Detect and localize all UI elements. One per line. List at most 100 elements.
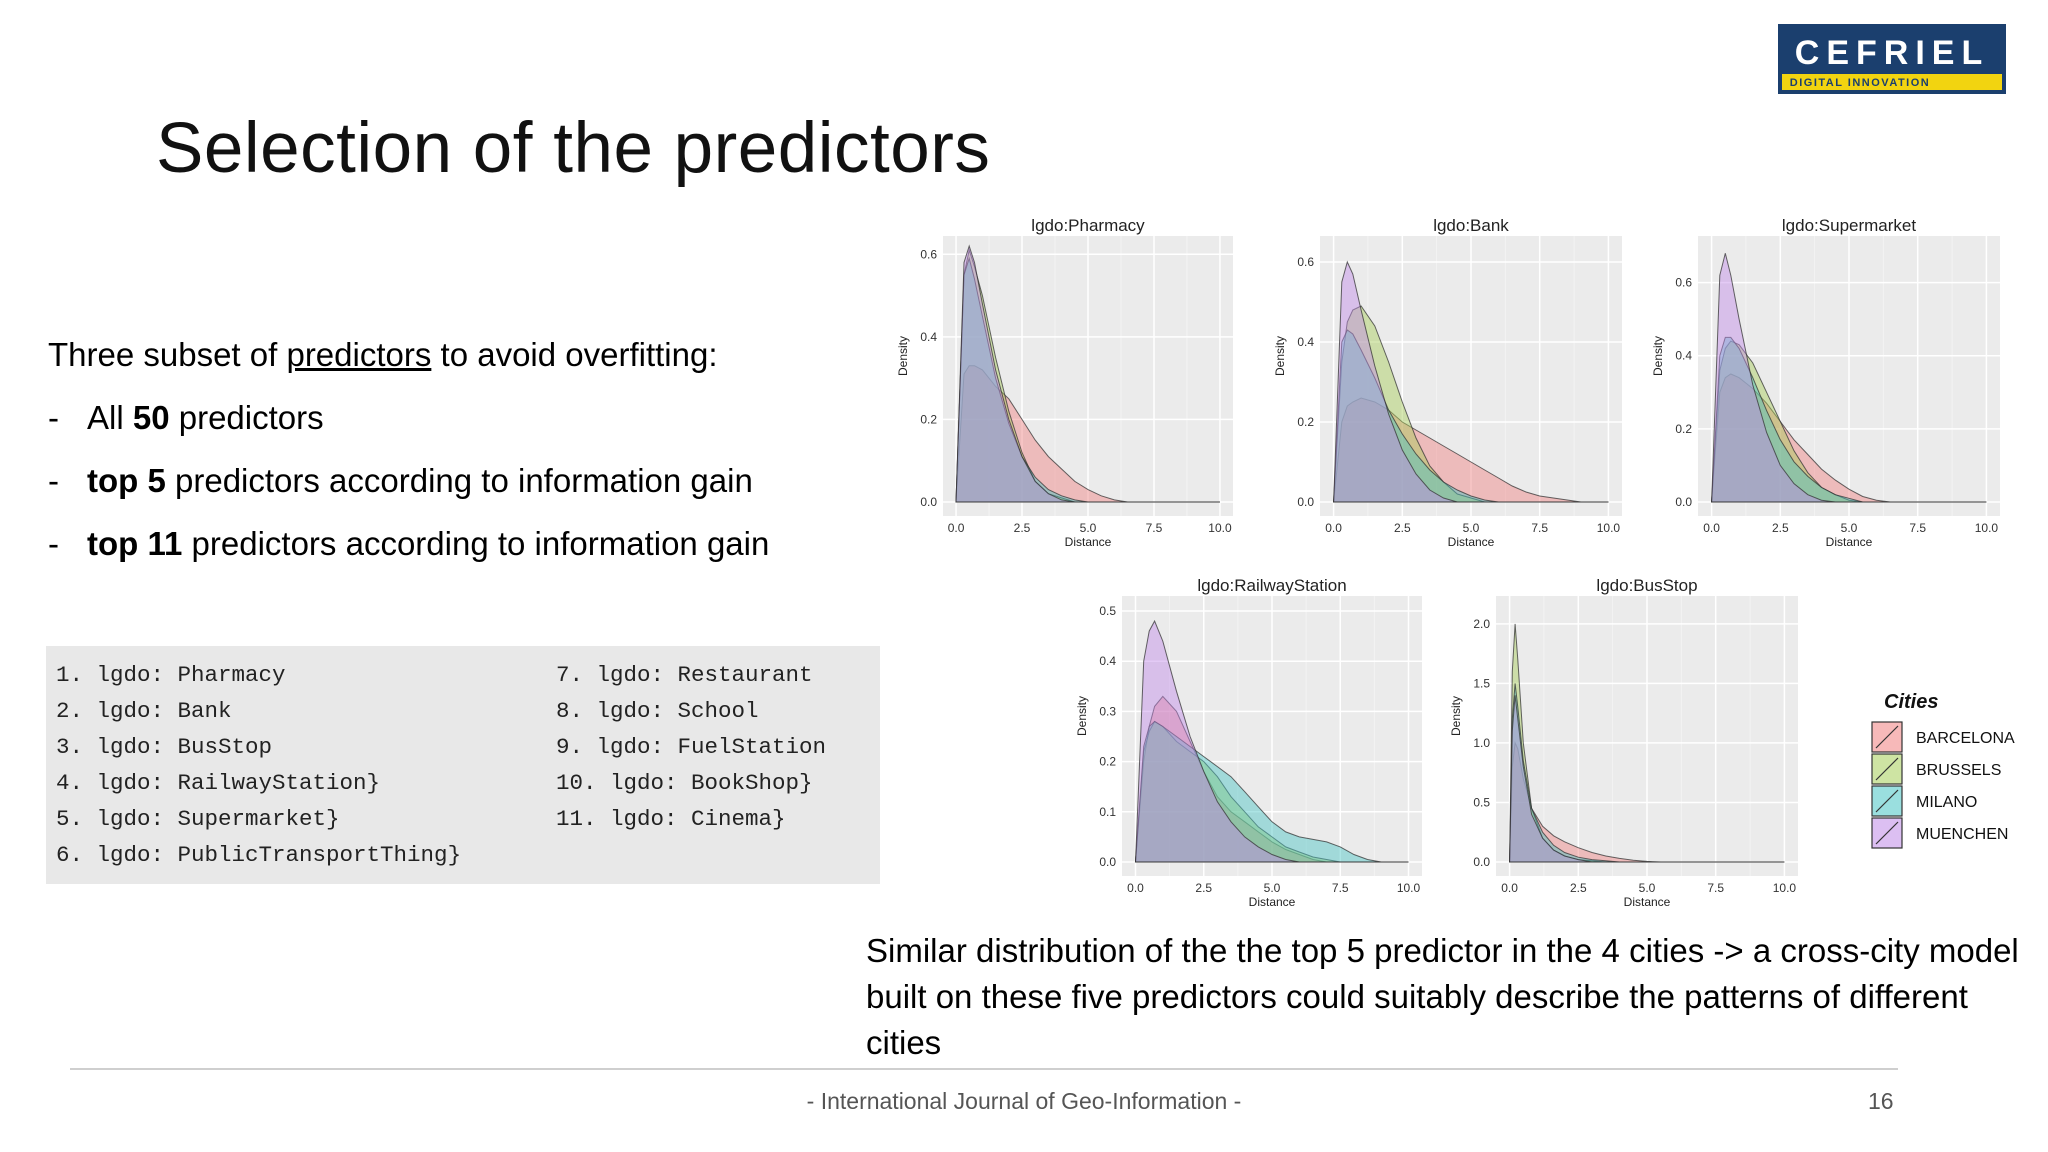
predictor-item: 1. lgdo: Pharmacy (56, 662, 286, 688)
x-tick-label: 0.0 (1325, 521, 1342, 535)
x-tick-label: 10.0 (1597, 521, 1621, 535)
y-tick-label: 0.0 (1473, 855, 1490, 869)
x-tick-label: 5.0 (1264, 881, 1281, 895)
legend-swatch-slash (1875, 789, 1899, 813)
chart-title: lgdo:Bank (1433, 216, 1509, 235)
y-axis-label: Density (896, 336, 910, 376)
x-tick-label: 7.5 (1707, 881, 1724, 895)
x-axis-label: Distance (1448, 535, 1495, 549)
logo-text: CEFRIEL (1795, 34, 1989, 72)
y-tick-label: 0.1 (1099, 805, 1116, 819)
legend-swatch-slash (1875, 725, 1899, 749)
chart-title: lgdo:RailwayStation (1197, 576, 1346, 595)
y-axis-label: Density (1273, 336, 1287, 376)
y-tick-label: 0.2 (1297, 415, 1314, 429)
x-tick-label: 7.5 (1146, 521, 1163, 535)
density-area-milano (1134, 720, 1382, 863)
x-tick-label: 0.0 (1703, 521, 1720, 535)
predictor-item: 5. lgdo: Supermarket} (56, 806, 340, 832)
x-tick-label: 10.0 (1397, 881, 1421, 895)
caption-text: Similar distribution of the the top 5 pr… (866, 932, 2019, 1061)
predictor-item: 9. lgdo: FuelStation (556, 734, 827, 760)
logo-subtext: DIGITAL INNOVATION (1790, 77, 1930, 89)
x-tick-label: 7.5 (1531, 521, 1548, 535)
y-tick-label: 0.6 (1675, 276, 1692, 290)
x-tick-label: 10.0 (1208, 521, 1232, 535)
y-tick-label: 1.5 (1473, 676, 1490, 690)
y-tick-label: 0.5 (1099, 604, 1116, 618)
predictor-item: 11. lgdo: Cinema} (556, 806, 786, 832)
x-tick-label: 10.0 (1773, 881, 1797, 895)
legend-swatch-slash (1875, 821, 1899, 845)
legend-label-barcelona: BARCELONA (1916, 730, 2015, 747)
x-tick-label: 5.0 (1841, 521, 1858, 535)
x-tick-label: 2.5 (1014, 521, 1031, 535)
predictor-item: 4. lgdo: RailwayStation} (56, 770, 381, 796)
x-tick-label: 5.0 (1463, 521, 1480, 535)
x-axis-label: Distance (1065, 535, 1112, 549)
x-tick-label: 7.5 (1909, 521, 1926, 535)
y-tick-label: 0.4 (1099, 654, 1116, 668)
y-tick-label: 0.4 (920, 330, 937, 344)
predictor-list-box: 1. lgdo: Pharmacy 2. lgdo: Bank 3. lgdo:… (46, 646, 880, 884)
density-area-barcelona (1509, 741, 1661, 863)
predictor-item: 8. lgdo: School (556, 698, 759, 724)
y-tick-label: 0.6 (1297, 255, 1314, 269)
x-tick-label: 5.0 (1639, 881, 1656, 895)
predictors-link[interactable]: predictors (286, 336, 432, 373)
y-tick-label: 0.4 (1675, 349, 1692, 363)
bullet-all-predictors: - All 50 predictors (48, 399, 324, 436)
x-tick-label: 0.0 (1501, 881, 1518, 895)
bullet-top11-predictors: - top 11 predictors according to informat… (48, 525, 770, 562)
page-number: 16 (1868, 1088, 1894, 1114)
y-axis-label: Density (1075, 696, 1089, 736)
legend-swatch-slash (1875, 757, 1899, 781)
y-tick-label: 1.0 (1473, 736, 1490, 750)
intro-text: Three subset of predictors to avoid over… (48, 336, 718, 373)
x-tick-label: 7.5 (1332, 881, 1349, 895)
legend-title: Cities (1884, 691, 1938, 713)
predictor-item: 2. lgdo: Bank (56, 698, 232, 724)
y-tick-label: 0.4 (1297, 335, 1314, 349)
footer-divider (70, 1068, 1898, 1070)
predictor-item: 10. lgdo: BookShop} (556, 770, 813, 796)
x-tick-label: 0.0 (1127, 881, 1144, 895)
density-area-barcelona (1711, 373, 1891, 503)
slide-title: Selection of the predictors (156, 109, 991, 188)
x-tick-label: 0.0 (948, 521, 965, 535)
y-tick-label: 2.0 (1473, 617, 1490, 631)
y-tick-label: 0.2 (1099, 755, 1116, 769)
predictor-item: 3. lgdo: BusStop (56, 734, 273, 760)
bullet-top5-predictors: - top 5 predictors according to informati… (48, 462, 753, 499)
y-tick-label: 0.2 (920, 412, 937, 426)
x-tick-label: 2.5 (1570, 881, 1587, 895)
x-tick-label: 2.5 (1394, 521, 1411, 535)
y-tick-label: 0.3 (1099, 704, 1116, 718)
y-tick-label: 0.0 (1297, 495, 1314, 509)
density-charts: lgdo:Pharmacy 0.0 2.5 5.0 7.5 10.0 0.0 0.2 0.4 0.… (896, 216, 2015, 909)
chart-title: lgdo:Supermarket (1782, 216, 1916, 235)
x-tick-label: 2.5 (1772, 521, 1789, 535)
y-tick-label: 0.0 (920, 495, 937, 509)
legend-label-muenchen: MUENCHEN (1916, 826, 2008, 843)
x-tick-label: 2.5 (1195, 881, 1212, 895)
y-tick-label: 0.0 (1675, 495, 1692, 509)
footer-text: - International Journal of Geo-Informati… (806, 1088, 1242, 1114)
chart-title: lgdo:Pharmacy (1031, 216, 1145, 235)
x-axis-label: Distance (1249, 895, 1296, 909)
predictor-item: 6. lgdo: PublicTransportThing} (56, 842, 462, 868)
y-axis-label: Density (1651, 336, 1665, 376)
y-tick-label: 0.0 (1099, 855, 1116, 869)
predictor-item: 7. lgdo: Restaurant (556, 662, 813, 688)
y-tick-label: 0.2 (1675, 422, 1692, 436)
cefriel-logo: CEFRIEL DIGITAL INNOVATION (1778, 24, 2006, 94)
logo-band (1782, 74, 2002, 90)
density-area-barcelona (1333, 397, 1609, 503)
y-tick-label: 0.5 (1473, 795, 1490, 809)
y-tick-label: 0.6 (920, 247, 937, 261)
x-axis-label: Distance (1624, 895, 1671, 909)
legend-label-milano: MILANO (1916, 794, 1977, 811)
x-tick-label: 10.0 (1975, 521, 1999, 535)
x-axis-label: Distance (1826, 535, 1873, 549)
x-tick-label: 5.0 (1080, 521, 1097, 535)
